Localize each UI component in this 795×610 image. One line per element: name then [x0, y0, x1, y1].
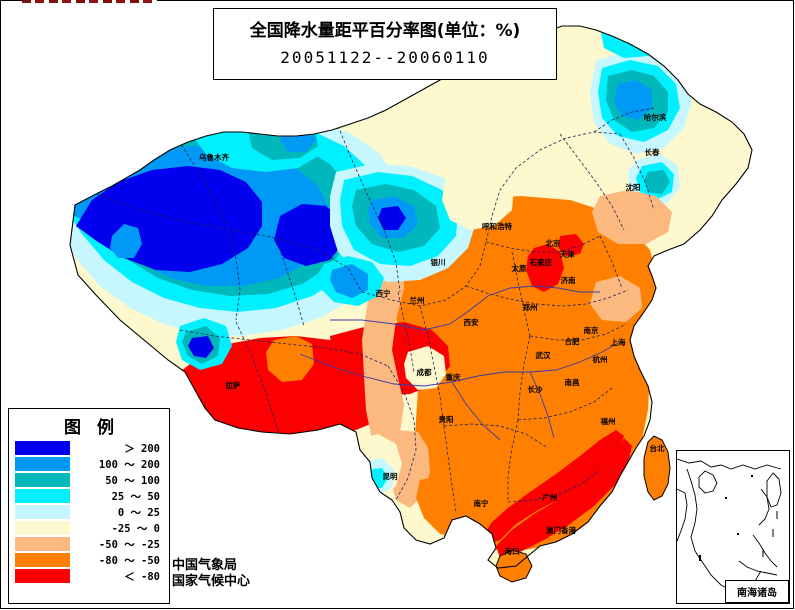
city-label: 福州 [600, 416, 616, 426]
legend-range-label: 25 ～ 50 [111, 490, 160, 503]
map-title-box: 全国降水量距平百分率图(单位：%) 20051122--20060110 [213, 8, 557, 80]
legend-range-label: 100 ～ 200 [98, 458, 160, 471]
legend-row: -80 ～ -50 [9, 552, 169, 568]
city-label: 合肥 [565, 336, 580, 346]
legend-range-label: 0 ～ 25 [117, 506, 160, 519]
city-label: 西宁 [376, 288, 391, 298]
legend-range-label: -25 ～ 0 [111, 522, 160, 535]
legend-swatch [15, 489, 70, 503]
taiwan-outline [643, 435, 671, 501]
credit-line-2: 国家气候中心 [172, 574, 251, 590]
legend-row: ＞ 200 [9, 440, 169, 456]
city-label: 兰州 [410, 295, 425, 305]
city-label: 银川 [431, 257, 446, 267]
city-label: 海口 [505, 546, 520, 556]
legend-range-label: -50 ～ -25 [98, 538, 160, 551]
legend-swatch [15, 457, 70, 471]
legend-row: ＜ -80 [9, 568, 169, 584]
legend-range-label: ＜ -80 [124, 570, 160, 583]
legend-row: -50 ～ -25 [9, 536, 169, 552]
legend-box: 图例 ＞ 200 100 ～ 200 50 ～ 100 25 ～ 50 0 ～ 25 -2… [8, 408, 170, 604]
map-date-range: 20051122--20060110 [280, 47, 490, 67]
city-label: 昆明 [383, 471, 398, 481]
inset-title: 南海诸岛 [725, 580, 789, 603]
national-boundary [69, 25, 753, 569]
city-label: 重庆 [446, 372, 461, 382]
city-label: 哈尔滨 [644, 112, 667, 122]
legend-heading: 图例 [64, 418, 130, 438]
city-label: 乌鲁木齐 [199, 152, 229, 162]
city-label: 杭州 [593, 354, 608, 364]
city-label: 长沙 [528, 384, 543, 394]
legend-row: 25 ～ 50 [9, 488, 169, 504]
city-label: 台北 [650, 443, 665, 453]
legend-swatch [15, 521, 70, 535]
legend-swatch [15, 553, 70, 567]
city-label: 济南 [561, 275, 576, 285]
legend-range-label: 50 ～ 100 [105, 474, 160, 487]
city-label: 呼和浩特 [482, 221, 512, 231]
map-title: 全国降水量距平百分率图(单位：%) [249, 21, 521, 42]
agency-credit: 中国气象局 国家气候中心 [172, 558, 250, 591]
legend-row: 100 ～ 200 [9, 456, 169, 472]
province-boundaries [95, 107, 655, 513]
city-label: 南宁 [474, 498, 489, 508]
legend-range-label: ＞ 200 [124, 442, 160, 455]
city-label: 沈阳 [626, 182, 641, 192]
city-label: 上海 [611, 337, 626, 347]
legend-row: -25 ～ 0 [9, 520, 169, 536]
legend-swatch [15, 505, 70, 519]
legend-swatch [15, 569, 70, 583]
legend-row: 0 ～ 25 [9, 504, 169, 520]
city-label: 拉萨 [226, 380, 241, 390]
legend-swatch [15, 473, 70, 487]
city-label: 石家庄 [529, 257, 553, 267]
hainan-outline [495, 549, 533, 583]
city-label: 武汉 [536, 350, 551, 360]
legend-row: 50 ～ 100 [9, 472, 169, 488]
city-label: 太原 [512, 263, 527, 273]
credit-line-1: 中国气象局 [172, 558, 238, 573]
city-label: 天津 [560, 249, 575, 259]
city-label: 郑州 [523, 302, 538, 312]
south-china-sea-inset: 南海诸岛 [676, 450, 790, 604]
city-label: 南昌 [565, 377, 580, 387]
inset-map [677, 451, 787, 601]
city-label: 长春 [645, 147, 660, 157]
legend-rows: ＞ 200 100 ～ 200 50 ～ 100 25 ～ 50 0 ～ 25 -25 ～… [9, 440, 169, 584]
legend-swatch [15, 537, 70, 551]
legend-swatch [15, 441, 70, 455]
city-label: 贵阳 [439, 414, 454, 424]
scan-artifact-strip [22, 0, 157, 3]
rivers [299, 285, 621, 441]
city-label: 成都 [417, 367, 432, 377]
city-label: 西安 [464, 317, 479, 327]
city-label: 广州 [543, 492, 558, 502]
city-label: 南京 [584, 325, 599, 335]
legend-range-label: -80 ～ -50 [98, 554, 160, 567]
city-label: 澳门香港 [546, 525, 576, 535]
city-label: 北京 [546, 238, 561, 248]
